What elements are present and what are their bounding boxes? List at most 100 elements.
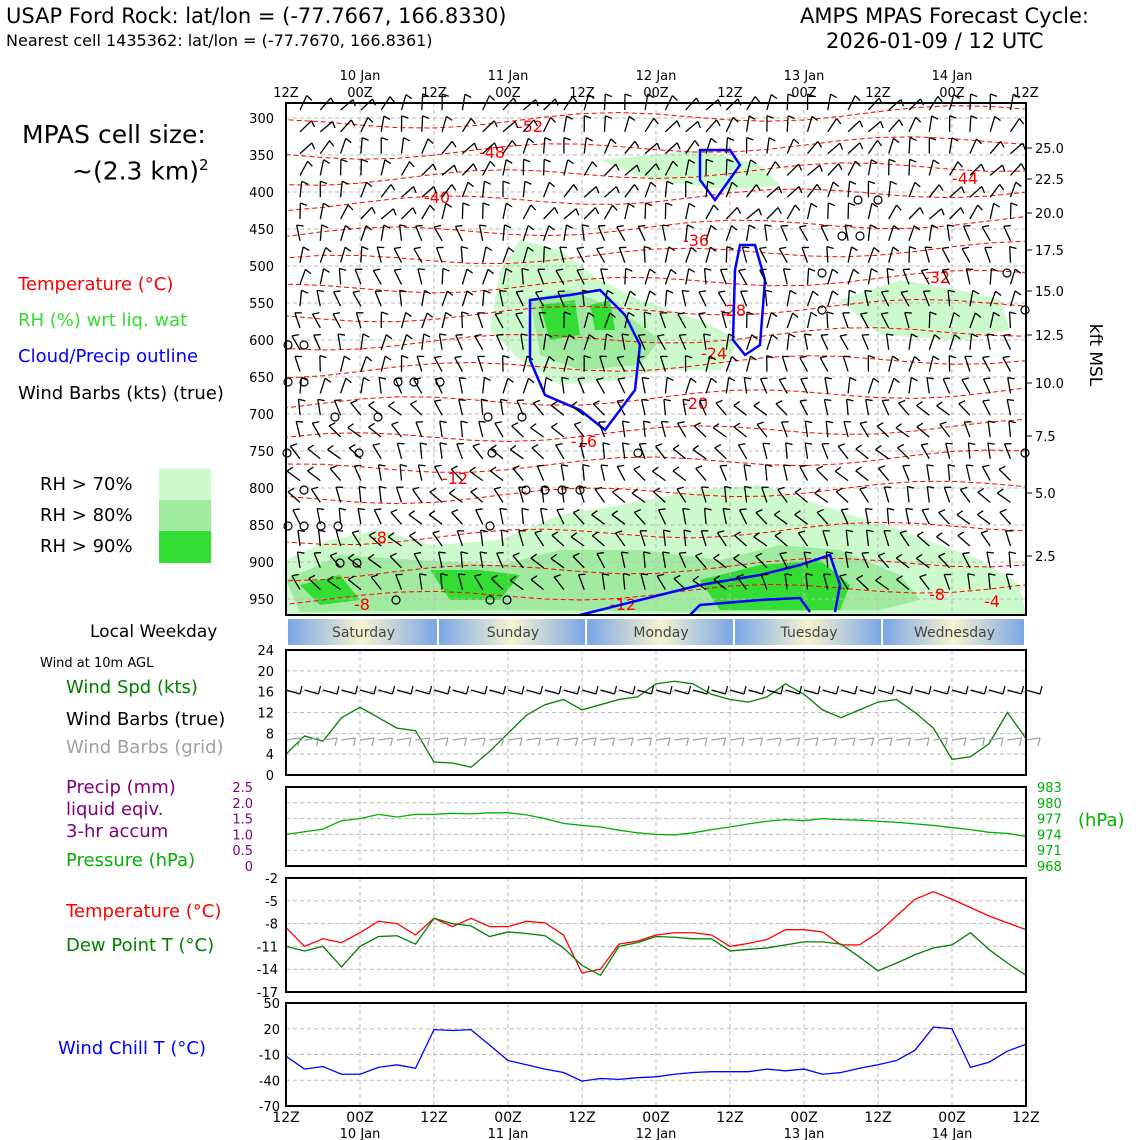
temperature-contour-label: -40 — [424, 188, 450, 207]
wind-barb-flag — [520, 333, 528, 336]
wind-barb-staff — [522, 181, 526, 198]
wind-barb-flag — [617, 399, 625, 402]
wind-barb-flag — [548, 225, 555, 231]
wind-barb-true — [1025, 689, 1041, 695]
wind-barb-flag — [1014, 290, 1022, 296]
wind-barb-staff — [456, 443, 464, 460]
wind-barb-staff — [867, 203, 873, 220]
wind-barb-staff — [539, 508, 545, 525]
wind-barb-flag — [916, 422, 924, 428]
wind-barb-staff — [867, 268, 872, 285]
wind-barb-staff — [737, 444, 748, 460]
wind-barb-grid — [489, 737, 504, 741]
wind-barb-true — [711, 689, 726, 695]
wind-barb-staff — [964, 356, 971, 372]
wind-barb-flag — [804, 333, 812, 336]
wind-barb-flag — [895, 553, 903, 559]
wind-barb-staff — [977, 514, 991, 525]
wind-barb-flag — [846, 398, 854, 402]
wind-barb-staff — [778, 248, 788, 263]
wind-barb-staff — [685, 120, 699, 133]
wind-barb-staff — [618, 247, 626, 263]
wind-barb-flag — [738, 442, 746, 446]
wind-barb-flag — [665, 202, 673, 207]
calm-wind-circle — [817, 268, 827, 278]
wind-barb-staff — [378, 377, 382, 394]
wind-barb-staff — [360, 159, 363, 176]
wind-barb-flag — [943, 377, 951, 380]
wind-barb-staff — [644, 181, 652, 198]
wind-barb-staff — [461, 181, 469, 198]
wind-barb-flag — [389, 96, 395, 103]
wind-barb-flag — [808, 267, 816, 272]
wind-barb-staff — [390, 511, 402, 525]
wind-barb-flag — [913, 225, 921, 231]
wind-barb-flag — [650, 181, 657, 188]
wind-barb-flag — [988, 573, 996, 576]
wind-barb-staff — [846, 399, 849, 416]
wind-barb-staff — [898, 402, 910, 416]
wind-barb-flag — [433, 186, 438, 194]
wind-barb-flag — [606, 333, 613, 338]
wind-barb-staff — [332, 313, 342, 329]
bottom-hour-tick: 12Z — [568, 1110, 595, 1126]
bottom-hour-tick: 12Z — [864, 1110, 891, 1126]
wind-barb-flag — [710, 225, 717, 231]
wind-barb-staff — [542, 159, 545, 176]
pressure-level-tick: 400 — [249, 186, 274, 201]
wind-barb-flag — [489, 466, 497, 472]
wind-barb-staff — [570, 405, 585, 416]
wind-barb-true-flag — [502, 685, 507, 695]
wind-barb-staff — [530, 427, 544, 438]
temperature-contour-label: -16 — [571, 432, 597, 451]
wind-barb-staff — [847, 120, 861, 133]
wind-barb-staff — [780, 225, 788, 242]
wind-barb-flag — [526, 355, 534, 361]
wind-barb-staff — [957, 535, 971, 547]
wind-barb-flag — [655, 443, 663, 447]
wind-barb-staff — [624, 268, 627, 285]
wind-barb-flag — [828, 202, 836, 207]
wind-barb-flag — [876, 422, 884, 427]
wind-barb-staff — [502, 203, 507, 220]
wind-barb-flag — [307, 160, 313, 167]
wind-barb-flag — [312, 312, 320, 315]
wind-barb-staff — [700, 486, 707, 503]
wind-barb-staff — [597, 225, 606, 242]
wind-barb-flag — [816, 508, 824, 513]
wind-barb-staff — [936, 536, 950, 547]
wind-barb-flag — [731, 181, 738, 188]
wind-barb-grid — [933, 737, 948, 741]
wind-barb-staff — [642, 421, 646, 438]
temperature-contour-label: -12 — [442, 469, 468, 488]
wind-barb-flag — [706, 158, 714, 163]
wind-barb-flag — [1009, 245, 1017, 250]
wind-barb-flag — [754, 96, 761, 103]
wind-barb-staff — [1002, 357, 1012, 372]
wind-barb-staff — [460, 421, 464, 438]
wind-barb-staff — [633, 511, 646, 525]
wind-barb-flag — [313, 333, 321, 336]
wind-barb-staff — [766, 186, 780, 198]
wind-barb-flag — [418, 464, 426, 467]
wind-barb-staff — [307, 470, 321, 482]
wind-barb-flag — [712, 423, 720, 429]
wind-barb-flag — [403, 137, 411, 142]
wind-barb-staff — [616, 357, 626, 372]
wind-barb-true — [748, 689, 763, 695]
wind-barb-staff — [563, 184, 575, 198]
cross-section-panel: -52-48-44-40-36-32-28-24-20-16-12-8-8 -12… — [249, 69, 1105, 617]
chill-y-tick: -70 — [259, 1100, 280, 1115]
wind-barb-flag — [504, 224, 512, 229]
wind-barb-flag — [647, 93, 655, 99]
wind-barb-flag — [887, 507, 895, 511]
wind-barb-staff — [987, 442, 991, 459]
wind-barb-flag — [527, 246, 534, 252]
wind-barb-true-flag — [798, 685, 803, 695]
wind-barb-staff — [888, 119, 900, 133]
wind-barb-staff — [734, 534, 748, 547]
wind-barb-staff — [725, 182, 733, 198]
wind-barb-flag — [851, 246, 858, 252]
wind-barb-flag — [300, 202, 308, 206]
